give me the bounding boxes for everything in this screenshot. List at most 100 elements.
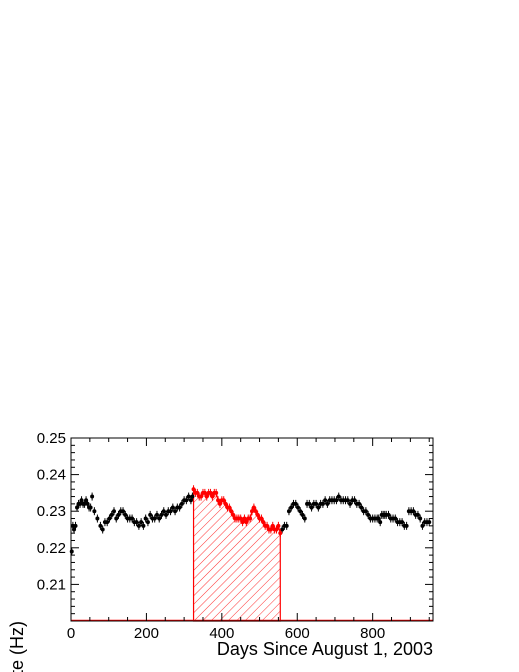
black-series-point bbox=[72, 527, 77, 532]
black-series-point bbox=[280, 527, 285, 532]
black-series-point bbox=[378, 520, 383, 525]
x-tick-label: 400 bbox=[209, 625, 234, 642]
red-series-point bbox=[191, 487, 196, 492]
red-series-point bbox=[244, 520, 249, 525]
red-series-point bbox=[227, 505, 232, 510]
black-series-point bbox=[84, 498, 89, 503]
black-series-point bbox=[75, 505, 80, 510]
x-axis-title: Days Since August 1, 2003 bbox=[217, 639, 433, 659]
black-series-point bbox=[320, 501, 325, 506]
x-tick-label: 600 bbox=[285, 625, 310, 642]
black-series-point bbox=[114, 516, 119, 521]
black-series-point bbox=[78, 501, 83, 506]
red-series-point bbox=[274, 527, 279, 532]
black-series-point bbox=[136, 523, 141, 528]
black-series-point bbox=[352, 498, 357, 503]
red-series-point bbox=[204, 494, 209, 499]
red-series-point bbox=[214, 490, 219, 495]
black-series-point bbox=[82, 501, 87, 506]
y-tick-label: 0.25 bbox=[37, 430, 66, 447]
red-series-point bbox=[217, 501, 222, 506]
black-series-point bbox=[284, 523, 289, 528]
black-series-point bbox=[300, 512, 305, 517]
black-series-point bbox=[336, 494, 341, 499]
y-tick-label: 0.21 bbox=[37, 576, 66, 593]
black-series-point bbox=[69, 549, 74, 554]
x-axis-ticks: 0 200 400 600 800 bbox=[67, 438, 430, 642]
red-series-point bbox=[268, 527, 273, 532]
black-series-point bbox=[88, 505, 93, 510]
red-series-point bbox=[208, 490, 213, 495]
black-series-point bbox=[161, 509, 166, 514]
y-tick-label: 0.23 bbox=[37, 503, 66, 520]
black-series-point bbox=[411, 509, 416, 514]
black-series-point bbox=[386, 512, 391, 517]
black-series-point bbox=[325, 501, 330, 506]
black-series-point bbox=[170, 505, 175, 510]
black-series-point bbox=[302, 516, 307, 521]
black-series-point bbox=[92, 509, 97, 514]
black-series-point bbox=[293, 501, 298, 506]
red-series-point bbox=[202, 490, 207, 495]
black-series-point bbox=[148, 512, 153, 517]
black-series-point bbox=[145, 520, 150, 525]
black-series-point bbox=[376, 516, 381, 521]
black-series-point bbox=[420, 523, 425, 528]
black-series-point bbox=[90, 494, 95, 499]
black-series-point bbox=[123, 512, 128, 517]
red-series-point bbox=[216, 498, 221, 503]
red-series-point bbox=[255, 512, 260, 517]
black-series-point bbox=[190, 494, 195, 499]
red-series-point bbox=[270, 523, 275, 528]
black-series-point bbox=[400, 520, 405, 525]
red-series-point bbox=[221, 498, 226, 503]
black-series-point bbox=[345, 498, 350, 503]
black-series-point bbox=[307, 501, 312, 506]
black-series-point bbox=[404, 523, 409, 528]
black-series-point bbox=[366, 512, 371, 517]
red-series-point bbox=[195, 490, 200, 495]
red-series-point bbox=[276, 523, 281, 528]
black-series-point bbox=[184, 498, 189, 503]
black-series-point bbox=[152, 516, 157, 521]
y-tick-label: 0.22 bbox=[37, 540, 66, 557]
y-axis-ticks: 0.21 0.22 0.23 0.24 0.25 bbox=[37, 430, 433, 622]
black-series-point bbox=[154, 512, 159, 517]
red-series-point bbox=[253, 509, 258, 514]
x-tick-label: 200 bbox=[134, 625, 159, 642]
black-series-point bbox=[348, 501, 353, 506]
red-series-point bbox=[251, 505, 256, 510]
red-series-point bbox=[248, 516, 253, 521]
series-black bbox=[69, 492, 432, 556]
red-series-point bbox=[261, 520, 266, 525]
red-series-point bbox=[240, 520, 245, 525]
black-series-point bbox=[139, 520, 144, 525]
black-series-point bbox=[314, 501, 319, 506]
black-series-point bbox=[109, 512, 114, 517]
black-series-point bbox=[323, 498, 328, 503]
red-series-point bbox=[199, 494, 204, 499]
black-series-point bbox=[134, 520, 139, 525]
x-tick-label: 800 bbox=[360, 625, 385, 642]
red-series-point bbox=[210, 494, 215, 499]
black-series-point bbox=[85, 501, 90, 506]
black-series-point bbox=[95, 516, 100, 521]
black-series-point bbox=[130, 516, 135, 521]
black-series-point bbox=[107, 516, 112, 521]
black-series-point bbox=[143, 516, 148, 521]
black-series-point bbox=[105, 520, 110, 525]
black-series-point bbox=[296, 505, 301, 510]
black-series-point bbox=[186, 494, 191, 499]
red-series-point bbox=[259, 516, 264, 521]
red-series-point bbox=[265, 523, 270, 528]
black-series-point bbox=[100, 527, 105, 532]
black-series-point bbox=[188, 498, 193, 503]
x-tick-label: 0 bbox=[67, 625, 75, 642]
red-series-point bbox=[238, 516, 243, 521]
black-series-point bbox=[164, 512, 169, 517]
red-series-point bbox=[231, 512, 236, 517]
black-series-point bbox=[415, 512, 420, 517]
black-series-point bbox=[357, 501, 362, 506]
black-series-point bbox=[168, 509, 173, 514]
